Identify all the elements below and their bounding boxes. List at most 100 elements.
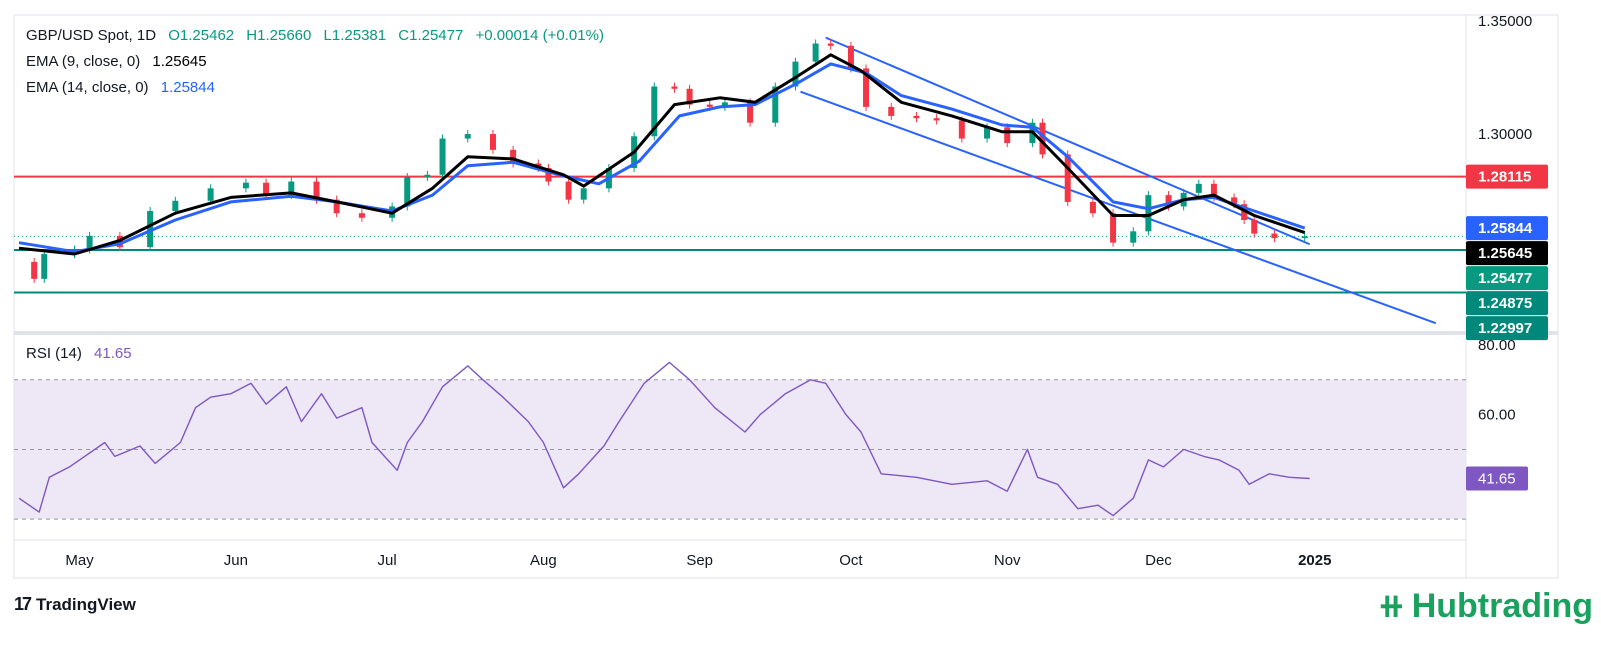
candle-body [792,61,799,87]
x-tick-label: Jul [377,552,396,569]
candle-body [1089,201,1096,214]
candle-body [1145,195,1152,232]
price-tag-label: 1.22997 [1478,320,1532,337]
candle-body [313,181,320,200]
x-tick-label: Jun [224,552,248,569]
candle-body [1110,213,1117,243]
candle-body [721,102,728,107]
candle-body [706,104,713,107]
tradingview-wordmark: TradingView [36,595,136,614]
x-tick-label: Sep [686,552,713,569]
high-value: H1.25660 [246,27,312,44]
rsi-legend: RSI (14) 41.65 [26,345,140,362]
hubtrading-wordmark: Hubtrading [1411,587,1593,625]
rsi-tag [1466,466,1528,491]
price-tag-label: 1.24875 [1478,295,1532,312]
candle-body [439,138,446,175]
symbol-label: GBP/USD Spot, 1D [26,27,157,44]
candle-body [747,102,754,123]
hubtrading-icon: ⧺ [1377,587,1406,625]
candle-body [1195,183,1202,193]
ema14-label: EMA (14, close, 0) [26,79,149,96]
price-tag [1466,266,1548,291]
candle-body [686,88,693,105]
candle-body [1210,183,1217,198]
candle-body [41,253,48,279]
open-value: O1.25462 [168,27,235,44]
candle-body [1165,195,1172,207]
rsi-tick-label: 60.00 [1478,407,1516,424]
price-tag-label: 1.28115 [1478,169,1531,186]
candle-body [358,213,365,218]
ema9-legend: EMA (9, close, 0) 1.25645 [26,53,215,70]
candle-body [913,115,920,119]
chart-frame [13,14,1559,579]
price-tag-label: 1.25477 [1478,270,1532,287]
price-tag [1466,241,1548,266]
candle-body [207,188,214,201]
price-tag [1466,316,1548,341]
candle-body [1241,204,1248,221]
price-tick-label: 1.30000 [1478,126,1532,143]
channel-line-1 [800,90,1437,325]
x-tick-label: Oct [839,552,863,569]
price-tick-label: 1.35000 [1478,13,1532,30]
candle-body [812,43,819,62]
rsi-value: 41.65 [94,345,132,362]
ohlc-legend: GBP/USD Spot, 1D O1.25462 H1.25660 L1.25… [26,27,612,44]
candle-body [1231,197,1238,205]
candle-body [172,200,179,211]
tradingview-logo[interactable]: 17 TradingView [14,594,136,615]
candle-body [651,86,658,137]
tradingview-icon: 17 [14,594,32,614]
price-tag [1466,164,1548,189]
candle-body [984,127,991,139]
candle-body [1064,154,1071,202]
candle-body [888,106,895,116]
candle-body [565,181,572,200]
rsi-tag-label: 41.65 [1478,471,1516,488]
candle-body [510,149,517,164]
low-value: L1.25381 [323,27,387,44]
candle-body [1271,233,1278,239]
price-tag-label: 1.25645 [1478,245,1532,262]
candle-body [464,134,471,139]
rsi-label: RSI (14) [26,345,82,362]
close-value: C1.25477 [398,27,464,44]
x-tick-label: May [65,552,94,569]
candle-body [263,182,270,196]
candle-body [1301,236,1308,239]
ema14-value: 1.25844 [160,79,215,96]
candle-body [288,181,295,196]
candle-body [671,86,678,89]
hubtrading-logo: ⧺ Hubtrading [1377,586,1593,626]
ema9-value: 1.25645 [152,53,207,70]
change-value: +0.00014 (+0.01%) [475,27,604,44]
candle-body [1251,220,1258,234]
candle-body [958,120,965,139]
price-tag-label: 1.25844 [1478,220,1533,237]
candle-body [863,68,870,107]
candle-body [827,43,834,46]
candle-body [1004,127,1011,144]
candle-body [147,210,154,248]
ema9-label: EMA (9, close, 0) [26,53,141,70]
candle-body [489,134,496,150]
rsi-tick-label: 80.00 [1478,337,1516,354]
candle-body [580,188,587,200]
candle-body [86,235,93,250]
candle-body [545,167,552,182]
rsi-line [18,361,1310,517]
ema14-line [18,62,1306,254]
candle-body [333,199,340,214]
channel-line-0 [825,36,1311,246]
x-tick-label: Aug [530,552,557,569]
price-tag [1466,291,1548,316]
ema14-legend: EMA (14, close, 0) 1.25844 [26,79,223,96]
candle-body [31,261,38,279]
x-tick-label: Dec [1145,552,1172,569]
ema9-line [18,53,1306,256]
candle-body [847,45,854,69]
